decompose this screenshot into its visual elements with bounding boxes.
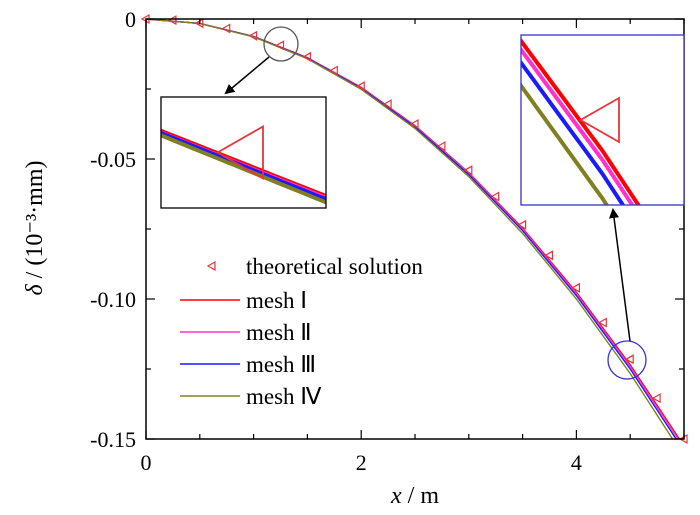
legend-label-2: mesh Ⅱ — [246, 320, 312, 345]
legend-label-1: mesh Ⅰ — [246, 288, 307, 313]
data-point — [302, 51, 311, 62]
legend-label-4: mesh Ⅳ — [246, 384, 322, 409]
inset-right-content — [521, 37, 641, 205]
zoom-arrow-right — [609, 208, 631, 342]
series-line-4 — [146, 19, 674, 439]
inset-data-point — [215, 124, 264, 181]
x-tick-label: 4 — [571, 450, 582, 475]
inset-left — [160, 96, 327, 209]
inset-series-line-3 — [521, 59, 626, 205]
inset-series-line-2 — [521, 46, 635, 205]
data-point — [624, 354, 634, 365]
data-point — [329, 65, 338, 76]
legend-label-3: mesh Ⅲ — [246, 352, 316, 377]
data-point — [598, 317, 607, 328]
zoom-circle-right — [607, 340, 647, 380]
data-point — [355, 81, 365, 92]
zoom-arrow-left — [224, 56, 270, 95]
data-point — [167, 15, 177, 26]
data-point — [382, 99, 392, 110]
inset-series-line-4 — [161, 133, 326, 205]
y-axis-label: δ/ (10⁻³·mm) — [22, 161, 48, 296]
inset-series-line-4 — [521, 82, 610, 205]
data-point — [490, 191, 500, 202]
tick-labels: 0 2 4 0 -0.05 -0.10 -0.15 — [90, 7, 582, 475]
data-point — [248, 30, 258, 41]
data-point — [651, 393, 661, 404]
data-point — [409, 118, 419, 130]
x-tick-label: 0 — [141, 450, 152, 475]
inset-series-line-3 — [161, 130, 326, 202]
y-tick-label: -0.10 — [90, 287, 136, 312]
legend: theoretical solution mesh Ⅰ mesh Ⅱ mesh Ⅲ me… — [180, 254, 423, 409]
x-axis-label: x / m — [390, 483, 439, 509]
zoom-circle-left — [263, 26, 299, 62]
data-point — [221, 23, 231, 34]
data-point — [463, 165, 473, 176]
inset-left-content — [161, 124, 326, 205]
y-tick-label: -0.05 — [90, 147, 136, 172]
data-point — [571, 282, 580, 293]
legend-marker — [206, 260, 216, 272]
data-point — [275, 40, 285, 51]
y-tick-label: 0 — [125, 7, 136, 32]
y-tick-label: -0.15 — [90, 427, 136, 452]
inset-data-point — [578, 96, 620, 144]
data-point — [436, 141, 446, 152]
inset-series-line-1 — [521, 37, 641, 205]
data-point — [517, 219, 527, 230]
legend-label-0: theoretical solution — [246, 254, 423, 279]
axis-ticks — [145, 18, 685, 440]
x-tick-label: 2 — [356, 450, 367, 475]
inset-right — [520, 34, 685, 206]
data-point — [544, 250, 554, 261]
plot-markers — [140, 13, 688, 445]
